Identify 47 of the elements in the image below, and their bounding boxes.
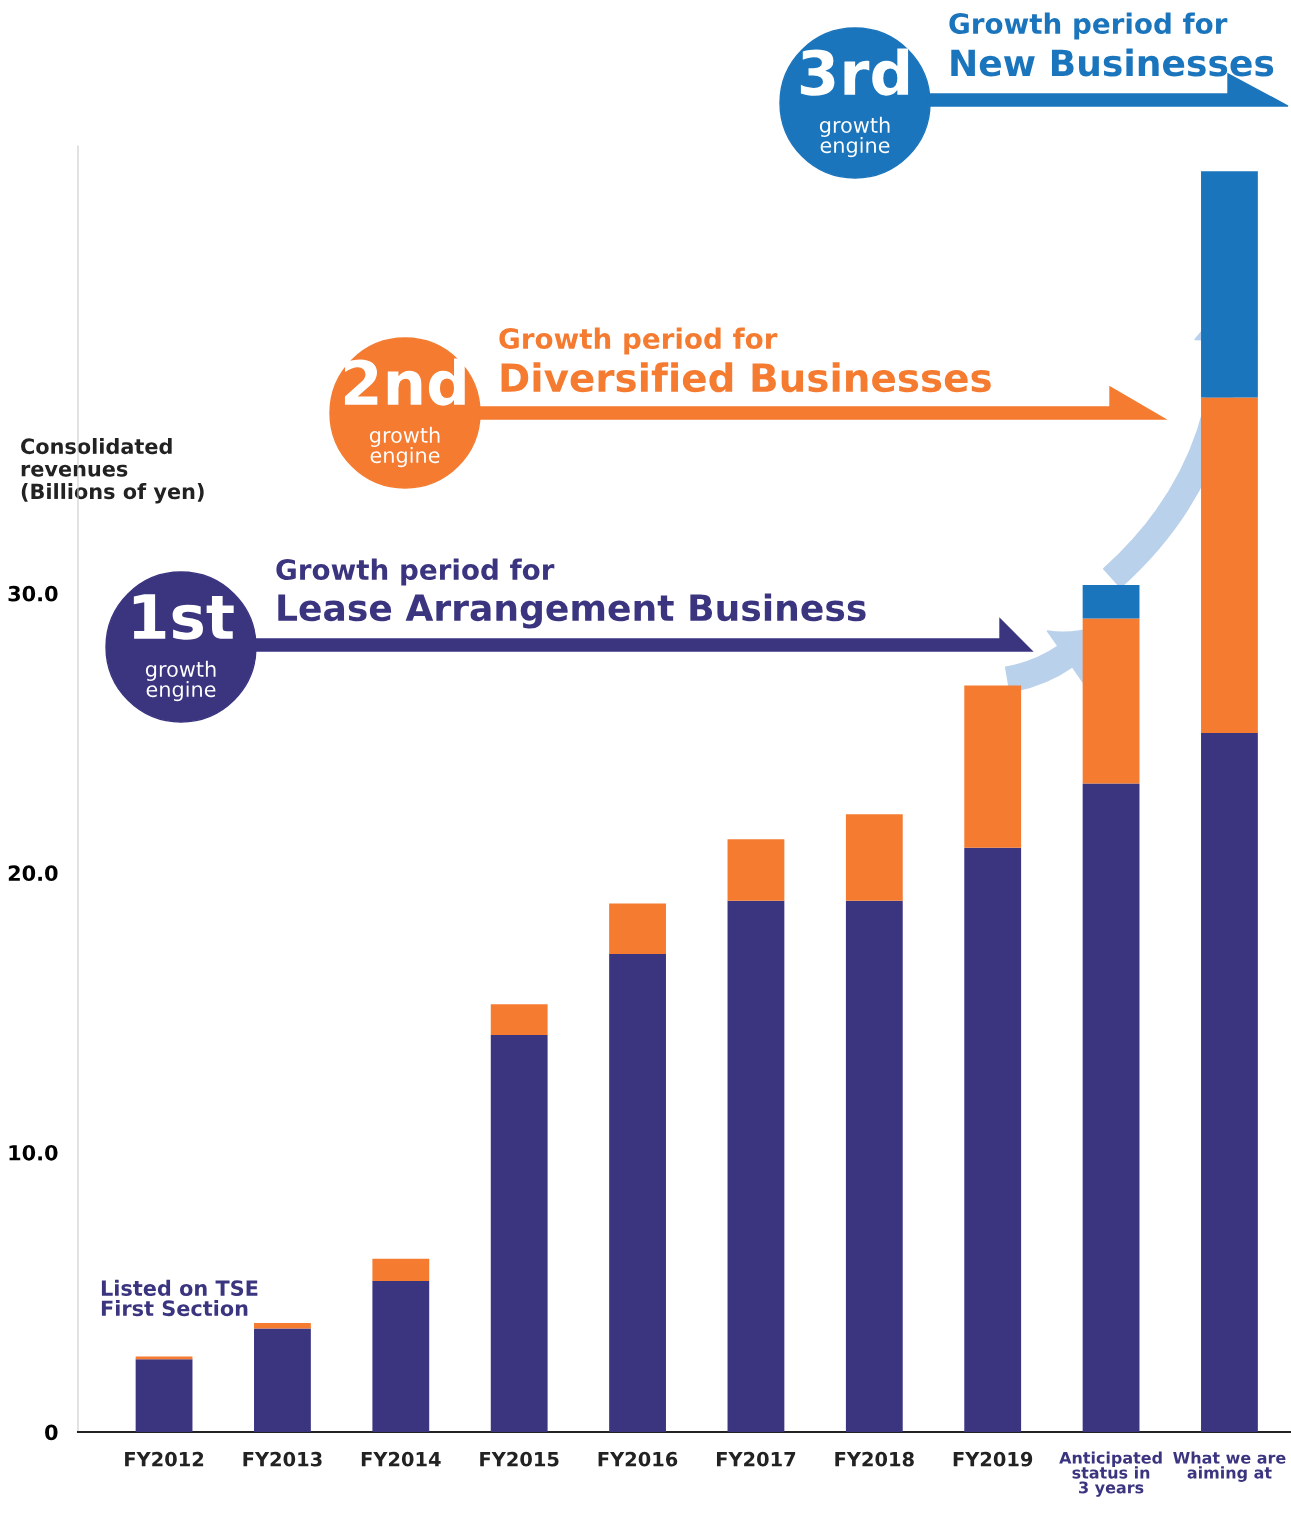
bar [490, 1004, 548, 1036]
bar [727, 839, 785, 901]
x-tick-label: FY2017 [716, 1451, 796, 1467]
x-tick-label: FY2013 [243, 1451, 322, 1467]
annotation: Growth period for [276, 558, 555, 586]
bar [254, 1322, 311, 1329]
bar [727, 900, 785, 1432]
annotation: Growth period for [499, 327, 778, 355]
bar [609, 953, 666, 1432]
x-tick-label: What we are aiming at [1173, 1451, 1286, 1482]
x-tick-label: FY2016 [598, 1451, 678, 1467]
bar [254, 1328, 311, 1432]
annotation: Diversified Businesses [501, 362, 991, 393]
y-axis-title: Consolidated revenues (Billions of yen) [21, 438, 204, 504]
text: 3rd [800, 48, 909, 96]
bar [1201, 733, 1258, 1432]
bar [372, 1281, 430, 1432]
bar [1082, 584, 1140, 619]
y-tick-label: 20.0 [8, 865, 58, 882]
annotation: Lease Arrangement Business [278, 593, 866, 629]
x-tick-label: FY2019 [953, 1451, 1033, 1467]
bar [845, 900, 903, 1432]
text: New Businesses [951, 48, 1274, 77]
annotation: growth engine [369, 426, 440, 468]
bar [845, 814, 903, 901]
x-tick-label: Anticipated status in 3 years [1059, 1451, 1162, 1497]
y-tick-label: 10.0 [9, 1144, 58, 1161]
bar [135, 1359, 193, 1432]
bar [1082, 783, 1140, 1432]
bar [964, 685, 1022, 848]
annotation: growth engine [819, 116, 890, 158]
bar [490, 1035, 548, 1432]
bar [372, 1258, 430, 1282]
bar [1082, 618, 1140, 784]
annotation: growth engine [145, 660, 216, 702]
text: Growth period for [949, 12, 1228, 40]
x-tick-label: FY2014 [361, 1451, 441, 1467]
x-tick-label: FY2012 [125, 1451, 204, 1467]
x-tick-label: FY2018 [835, 1451, 914, 1467]
annotation: 1st [133, 594, 234, 640]
bar [964, 847, 1022, 1432]
annotation: Listed on TSE First Section [101, 1279, 258, 1317]
y-tick-label: 30.0 [8, 585, 58, 602]
y-tick-label: 0 [45, 1424, 58, 1441]
x-tick-label: FY2015 [480, 1451, 559, 1467]
annotation: 2nd [344, 358, 465, 406]
bar [609, 903, 666, 954]
